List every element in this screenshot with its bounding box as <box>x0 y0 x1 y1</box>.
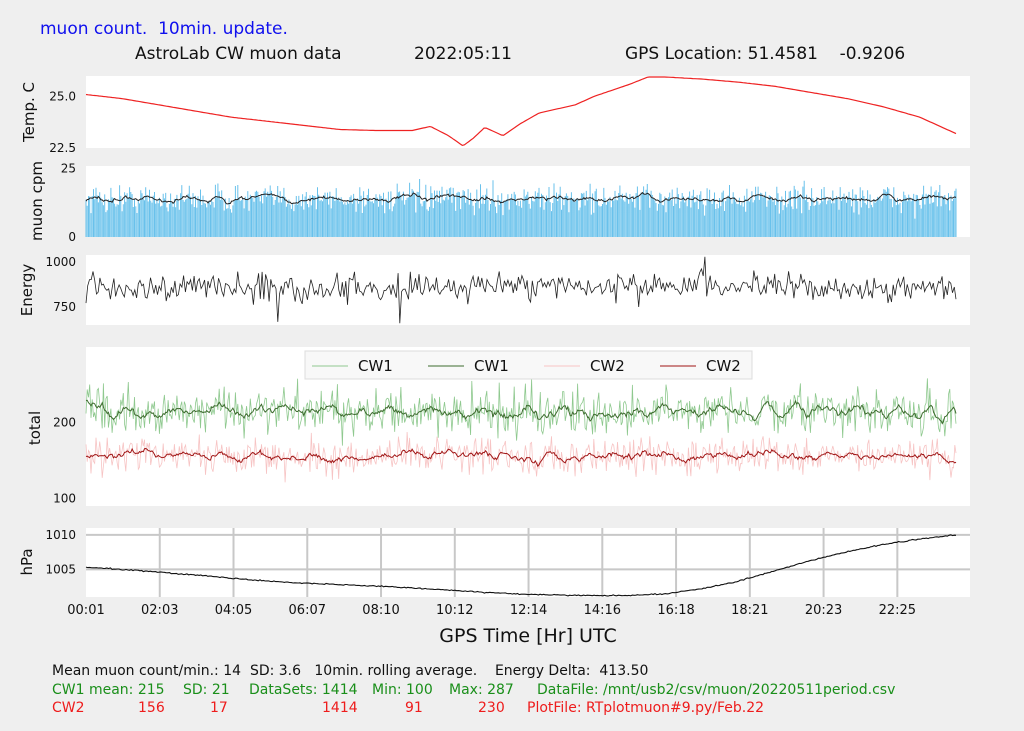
pressure-ytick-1: 1005 <box>45 562 76 576</box>
temp-series-line <box>85 76 957 147</box>
x-tick-label-0: 00:01 <box>67 603 104 618</box>
cw2-mean: 156 <box>138 700 165 716</box>
cw1-mean: CW1 mean: 215 <box>52 682 165 698</box>
legend-label-2: CW2 <box>590 357 625 375</box>
legend-label-0: CW1 <box>358 357 393 375</box>
x-tick-label-10: 20:23 <box>805 603 842 618</box>
x-tick-label-6: 12:14 <box>510 603 547 618</box>
cw2-plotfile: PlotFile: RTplotmuon#9.py/Feb.22 <box>527 700 765 716</box>
cw2-average-line <box>85 447 957 467</box>
temp-ytick-1: 22.5 <box>49 141 76 155</box>
cw2-sd: 17 <box>210 700 228 716</box>
pressure-ylabel: hPa <box>18 548 36 575</box>
muon-count-bars <box>85 179 957 237</box>
pressure-series-line <box>85 534 957 597</box>
cw1-average-line <box>85 399 957 425</box>
x-tick-label-5: 10:12 <box>436 603 473 618</box>
x-tick-label-1: 02:03 <box>141 603 178 618</box>
x-tick-label-3: 06:07 <box>289 603 326 618</box>
muon-ytick-0: 25 <box>61 162 76 176</box>
gps-location-label: GPS Location: 51.4581 -0.9206 <box>625 44 906 64</box>
legend-label-1: CW1 <box>474 357 509 375</box>
x-tick-label-11: 22:25 <box>879 603 916 618</box>
muon-ytick-1: 0 <box>68 230 76 244</box>
energy-ylabel: Energy <box>18 264 36 317</box>
pressure-ytick-0: 1010 <box>45 528 76 542</box>
x-tick-label-4: 08:10 <box>362 603 399 618</box>
x-axis-label: GPS Time [Hr] UTC <box>439 625 616 647</box>
summary-line: Mean muon count/min.: 14 SD: 3.6 10min. … <box>52 663 649 679</box>
cw2-label: CW2 <box>52 700 85 716</box>
date-label: 2022:05:11 <box>414 44 512 64</box>
cw1-sd: SD: 21 <box>183 682 230 698</box>
cw1-max: Max: 287 <box>449 682 514 698</box>
cw1-min: Min: 100 <box>372 682 433 698</box>
update-title: muon count. 10min. update. <box>40 19 288 39</box>
x-tick-label-9: 18:21 <box>731 603 768 618</box>
station-title: AstroLab CW muon data <box>135 44 342 64</box>
x-tick-label-7: 14:16 <box>584 603 621 618</box>
energy-ytick-1: 750 <box>53 300 76 314</box>
cw1-datasets: DataSets: 1414 <box>249 682 358 698</box>
totals-legend <box>304 350 753 380</box>
muon-rolling-average-line <box>85 191 957 205</box>
temp-panel <box>86 76 970 148</box>
temp-ytick-0: 25.0 <box>49 90 76 104</box>
cw1-raw-line <box>85 378 957 446</box>
x-tick-label-8: 16:18 <box>657 603 694 618</box>
totals-ytick-1: 100 <box>53 491 76 505</box>
totals-ytick-0: 200 <box>53 416 76 430</box>
x-tick-label-2: 04:05 <box>215 603 252 618</box>
energy-series-line <box>85 256 957 324</box>
cw2-min: 91 <box>405 700 423 716</box>
cw2-max: 230 <box>478 700 505 716</box>
totals-ylabel: total <box>26 411 44 445</box>
muon-ylabel: muon cpm <box>28 161 46 241</box>
legend-label-3: CW2 <box>706 357 741 375</box>
energy-ytick-0: 1000 <box>45 255 76 269</box>
cw1-datafile: DataFile: /mnt/usb2/csv/muon/20220511per… <box>537 682 896 698</box>
temp-ylabel: Temp. C <box>20 82 38 143</box>
cw2-datasets: 1414 <box>322 700 358 716</box>
